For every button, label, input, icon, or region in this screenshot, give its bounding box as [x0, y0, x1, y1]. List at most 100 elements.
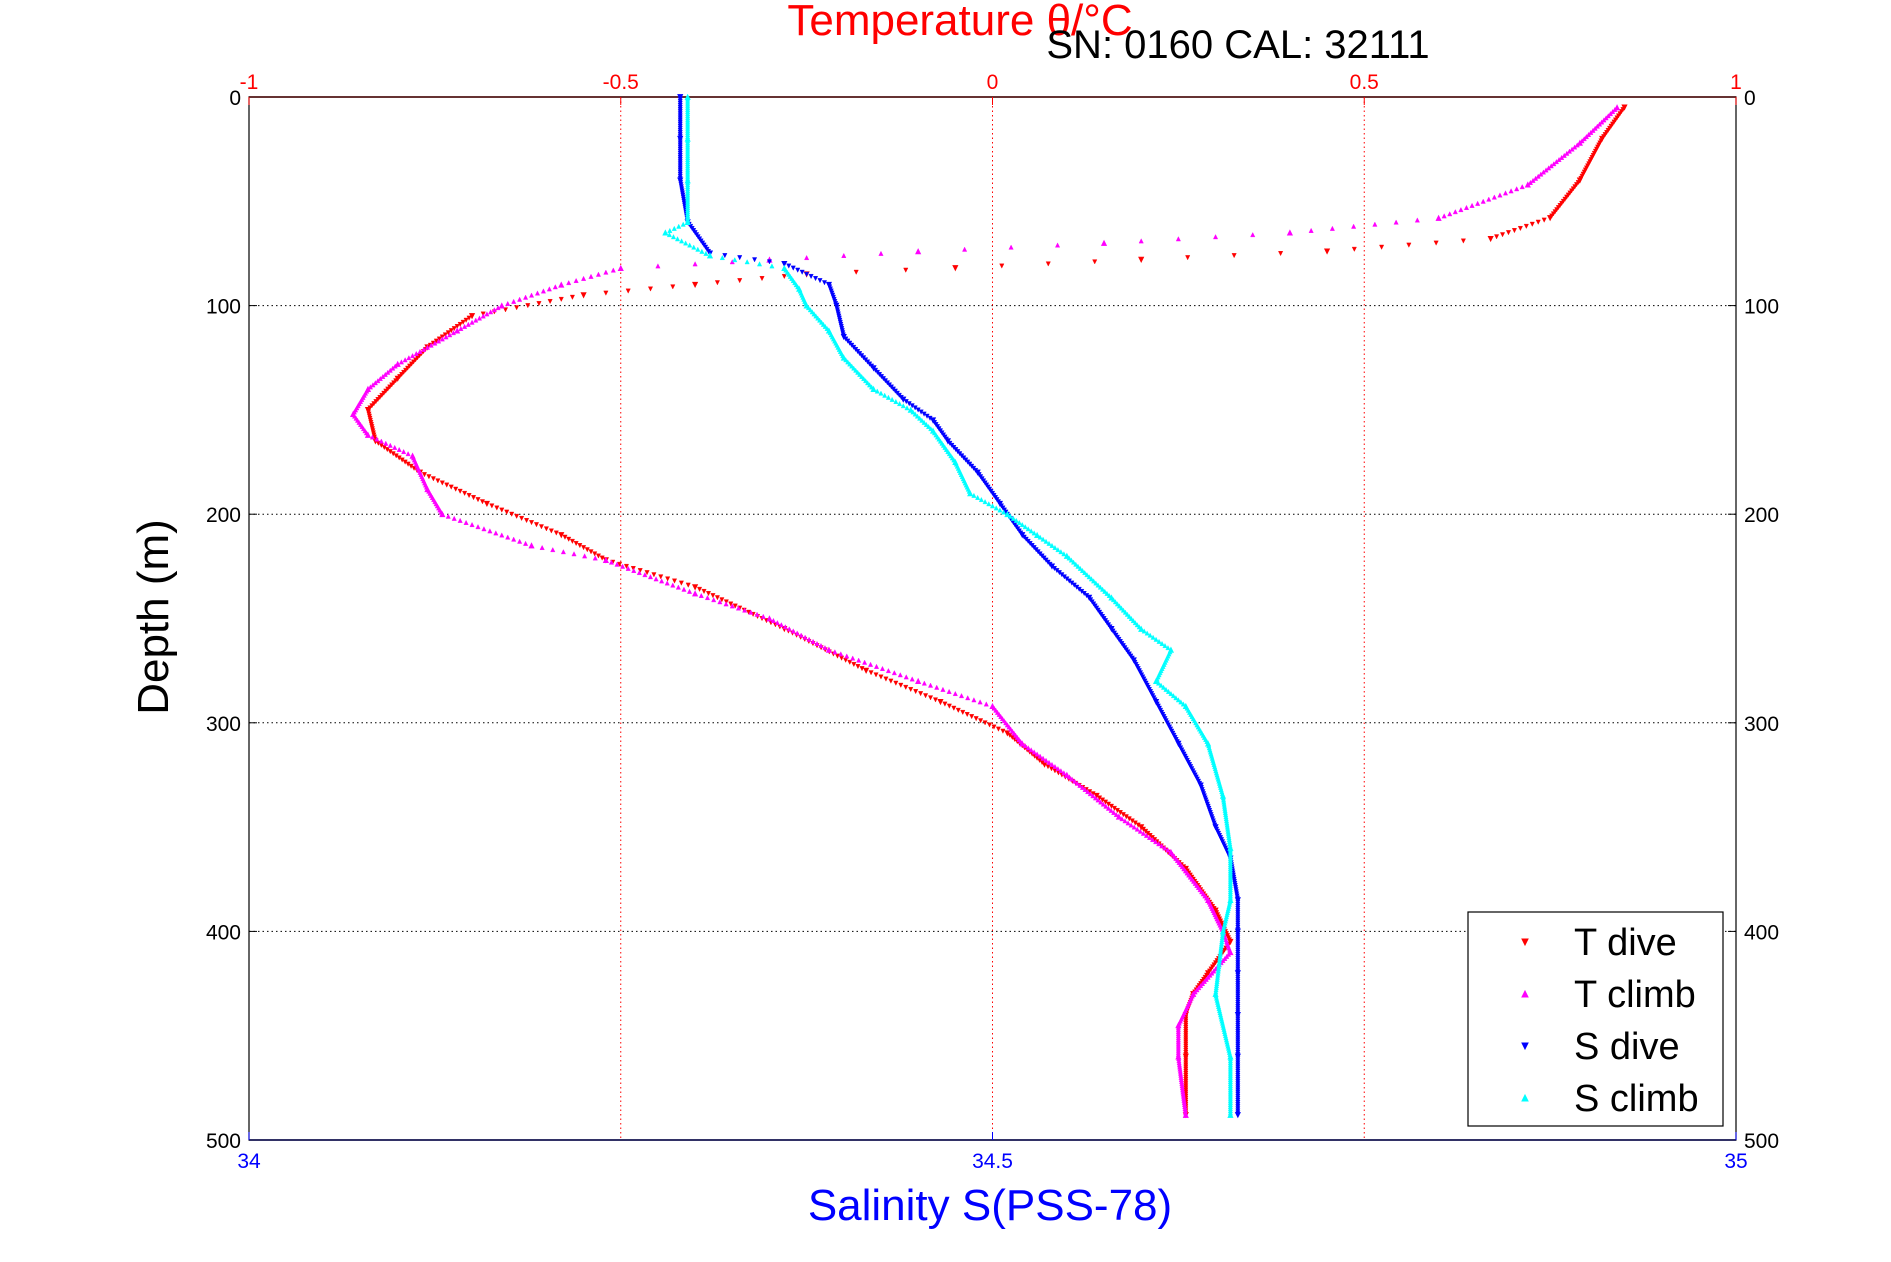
data-point [1110, 597, 1116, 603]
data-point [502, 307, 509, 313]
data-point [1147, 632, 1153, 638]
data-point [617, 264, 624, 271]
data-point [1061, 770, 1067, 776]
data-point [859, 666, 865, 672]
data-point [770, 617, 776, 623]
data-point [463, 519, 469, 525]
data-point [410, 353, 416, 359]
data-point [584, 547, 590, 553]
data-point [1072, 778, 1078, 784]
data-point [1159, 843, 1165, 849]
data-point [487, 528, 493, 534]
data-point [757, 261, 763, 267]
data-point [475, 524, 481, 530]
data-point [952, 265, 959, 272]
data-point [1566, 148, 1572, 154]
data-point [774, 620, 780, 626]
data-point [523, 540, 529, 546]
data-point [548, 528, 554, 534]
top-tick-label: 1 [1730, 71, 1742, 94]
data-point [958, 693, 965, 699]
data-point [462, 490, 468, 496]
data-point [1092, 795, 1098, 801]
data-point [825, 646, 833, 653]
data-point [445, 513, 451, 519]
data-point [547, 299, 553, 305]
data-point [1541, 217, 1547, 223]
right-tick-label: 100 [1744, 296, 1779, 319]
data-point [550, 547, 556, 553]
data-point [1037, 534, 1043, 540]
data-point [1540, 169, 1546, 175]
data-point [457, 488, 463, 494]
data-point [878, 390, 884, 396]
data-point [1505, 230, 1512, 236]
data-point [790, 265, 796, 271]
data-point [655, 263, 661, 269]
data-point [602, 556, 609, 563]
data-point [1100, 801, 1106, 807]
data-point [885, 394, 891, 400]
data-point [1586, 131, 1592, 137]
data-point [1548, 163, 1554, 169]
data-point [723, 601, 729, 607]
data-point [1162, 642, 1168, 649]
data-point [818, 642, 824, 649]
data-point [921, 680, 927, 686]
data-point [1502, 190, 1509, 196]
data-point [671, 578, 678, 584]
data-point [1372, 221, 1378, 227]
data-point [498, 302, 505, 309]
data-point [642, 572, 648, 578]
data-point [394, 360, 401, 367]
data-point [469, 521, 475, 528]
data-point [1379, 244, 1385, 250]
data-point [735, 605, 741, 611]
data-point [1393, 219, 1399, 225]
data-point [1163, 686, 1169, 692]
data-point [539, 544, 545, 550]
data-point [977, 699, 983, 705]
data-point [813, 276, 819, 282]
data-point [923, 693, 929, 699]
legend-label: T dive [1574, 922, 1677, 964]
bottom-tick-label: 35 [1724, 1150, 1747, 1173]
data-point [1124, 611, 1130, 617]
data-point [1165, 847, 1171, 853]
data-point [1028, 747, 1034, 753]
data-point [517, 538, 523, 544]
data-point [413, 350, 419, 356]
data-point [392, 444, 398, 450]
data-point [915, 677, 922, 684]
left-tick-label: 100 [206, 296, 241, 319]
data-point [511, 298, 517, 304]
data-point [862, 659, 868, 665]
data-point [457, 517, 463, 523]
data-point [439, 480, 445, 486]
data-point [581, 275, 587, 281]
data-point [675, 236, 681, 242]
data-point [1480, 198, 1486, 204]
data-point [678, 580, 684, 586]
data-point [898, 682, 904, 688]
data-point [1572, 144, 1578, 150]
data-point [558, 532, 565, 539]
data-point [566, 536, 572, 542]
data-point [475, 497, 481, 503]
legend-marker [1521, 938, 1529, 947]
serial-calibration-label: SN: 0160 CAL: 32111 [1046, 23, 1429, 67]
data-point [528, 542, 535, 549]
data-point [683, 240, 689, 246]
data-point [1138, 238, 1144, 244]
data-point [595, 553, 601, 559]
data-point [529, 520, 535, 526]
data-point [1153, 636, 1159, 642]
data-point [900, 403, 906, 409]
data-point [670, 582, 676, 588]
series-t-dive [364, 104, 1628, 1119]
data-point [989, 503, 996, 509]
data-point [1517, 226, 1523, 232]
data-point [435, 478, 441, 484]
data-point [540, 288, 546, 294]
data-point [480, 313, 486, 319]
